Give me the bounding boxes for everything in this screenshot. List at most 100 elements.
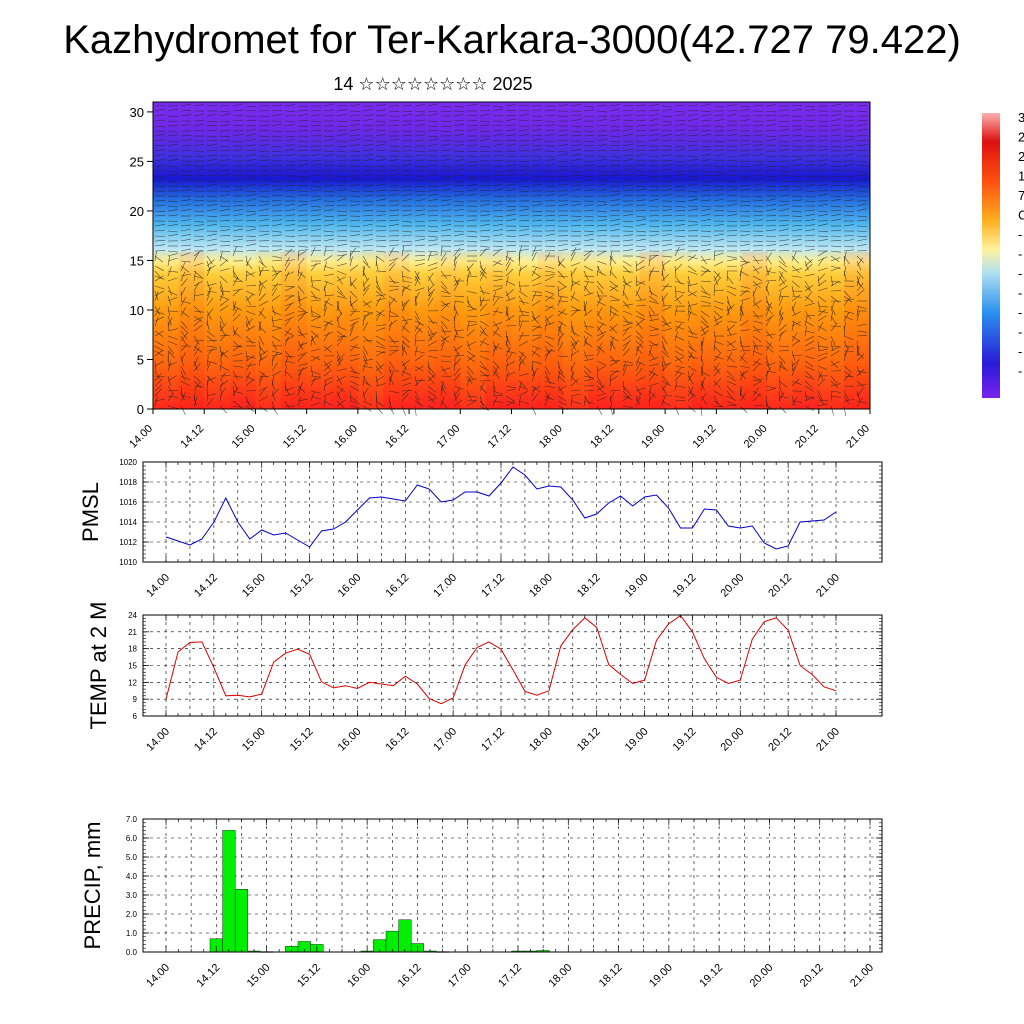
wind-barb bbox=[583, 270, 589, 281]
x-tick-label: 21.00 bbox=[844, 423, 872, 451]
wind-barb bbox=[206, 310, 212, 321]
wind-barb bbox=[544, 322, 555, 327]
wind-barb bbox=[349, 183, 360, 187]
wind-barb bbox=[154, 244, 165, 247]
wind-barb bbox=[401, 366, 406, 377]
wind-barb bbox=[778, 316, 783, 327]
wind-barb bbox=[375, 109, 386, 112]
wind-barb bbox=[700, 341, 704, 352]
x-tick-label: 19.12 bbox=[697, 962, 725, 990]
wind-barb bbox=[180, 273, 191, 277]
wind-barb bbox=[323, 179, 334, 182]
wind-barb bbox=[193, 215, 205, 217]
wind-barb bbox=[661, 214, 673, 217]
wind-barb bbox=[167, 205, 179, 208]
wind-barb bbox=[557, 332, 565, 342]
wind-barb bbox=[661, 363, 670, 372]
wind-barb bbox=[154, 210, 166, 212]
wind-barb bbox=[154, 330, 164, 337]
wind-barb bbox=[479, 285, 485, 296]
wind-barb bbox=[791, 311, 802, 317]
wind-barb bbox=[609, 266, 613, 277]
wind-barb bbox=[258, 195, 269, 198]
wind-barb bbox=[856, 203, 867, 207]
wind-barb bbox=[739, 165, 750, 168]
wind-barb bbox=[583, 195, 594, 198]
wind-barb bbox=[349, 128, 360, 132]
wind-barb bbox=[661, 350, 670, 359]
wind-barb bbox=[635, 266, 645, 272]
wind-barb bbox=[713, 310, 722, 318]
wind-barb bbox=[739, 149, 750, 152]
wind-barb bbox=[596, 365, 606, 372]
wind-barb bbox=[284, 154, 295, 157]
wind-barb bbox=[544, 155, 555, 158]
x-tick-label: 14.00 bbox=[144, 726, 172, 754]
wind-barb bbox=[817, 223, 828, 227]
wind-barb bbox=[518, 225, 530, 227]
wind-barb bbox=[843, 235, 855, 237]
wind-barb bbox=[674, 244, 685, 247]
wind-barb bbox=[466, 355, 476, 363]
wind-barb bbox=[700, 208, 711, 212]
wind-barb bbox=[466, 103, 477, 107]
wind-barb bbox=[427, 225, 439, 228]
wind-barb bbox=[323, 139, 334, 142]
wind-barb bbox=[687, 310, 698, 316]
wind-barb bbox=[323, 321, 329, 332]
wind-barb bbox=[765, 249, 776, 252]
wind-barb bbox=[778, 155, 790, 157]
x-tick-label: 20.12 bbox=[766, 726, 794, 754]
wind-barb bbox=[596, 280, 604, 289]
wind-barb bbox=[609, 119, 620, 122]
wind-barb bbox=[362, 390, 366, 401]
wind-barb bbox=[505, 205, 517, 208]
wind-barb bbox=[336, 295, 347, 299]
wind-barb bbox=[375, 383, 386, 387]
y-tick-label: 5.0 bbox=[126, 853, 138, 862]
wind-barb bbox=[843, 153, 854, 157]
wind-barb bbox=[323, 115, 335, 117]
wind-barb bbox=[609, 375, 612, 387]
wind-barb bbox=[518, 315, 521, 327]
wind-barb bbox=[466, 321, 470, 332]
wind-barb bbox=[557, 175, 569, 177]
wind-barb bbox=[739, 261, 750, 267]
wind-barb bbox=[570, 361, 576, 372]
wind-barb bbox=[726, 385, 735, 394]
wind-barb bbox=[232, 200, 244, 203]
wind-barb bbox=[466, 169, 477, 172]
wind-barb bbox=[700, 405, 703, 417]
wind-barb bbox=[752, 189, 763, 192]
wind-barb bbox=[752, 183, 763, 187]
wind-barb bbox=[271, 259, 283, 262]
wind-barb bbox=[349, 380, 360, 386]
wind-barb bbox=[661, 380, 671, 386]
wind-barb bbox=[349, 134, 360, 137]
wind-barb bbox=[206, 360, 217, 364]
wind-barb bbox=[713, 320, 723, 327]
wind-barb bbox=[167, 165, 178, 168]
wind-barb bbox=[453, 399, 463, 407]
wind-barb bbox=[713, 210, 725, 212]
wind-barb bbox=[297, 194, 308, 197]
wind-barb bbox=[830, 245, 842, 247]
wind-barb bbox=[726, 404, 737, 407]
wind-barb bbox=[635, 235, 647, 237]
wind-barb bbox=[427, 283, 436, 292]
wind-barb bbox=[479, 320, 489, 327]
wind-barb bbox=[479, 271, 485, 282]
wind-barb bbox=[193, 195, 205, 197]
wind-barb bbox=[479, 265, 487, 274]
wind-barb bbox=[297, 228, 308, 232]
wind-barb bbox=[193, 291, 196, 302]
wind-barb bbox=[518, 331, 524, 342]
wind-barb bbox=[726, 285, 737, 290]
wind-barb bbox=[154, 370, 161, 380]
wind-barb bbox=[492, 327, 499, 337]
wind-barb bbox=[544, 140, 556, 142]
wind-barb bbox=[180, 238, 191, 242]
wind-barb bbox=[401, 209, 412, 212]
wind-barb bbox=[323, 360, 331, 370]
wind-barb bbox=[245, 295, 251, 306]
